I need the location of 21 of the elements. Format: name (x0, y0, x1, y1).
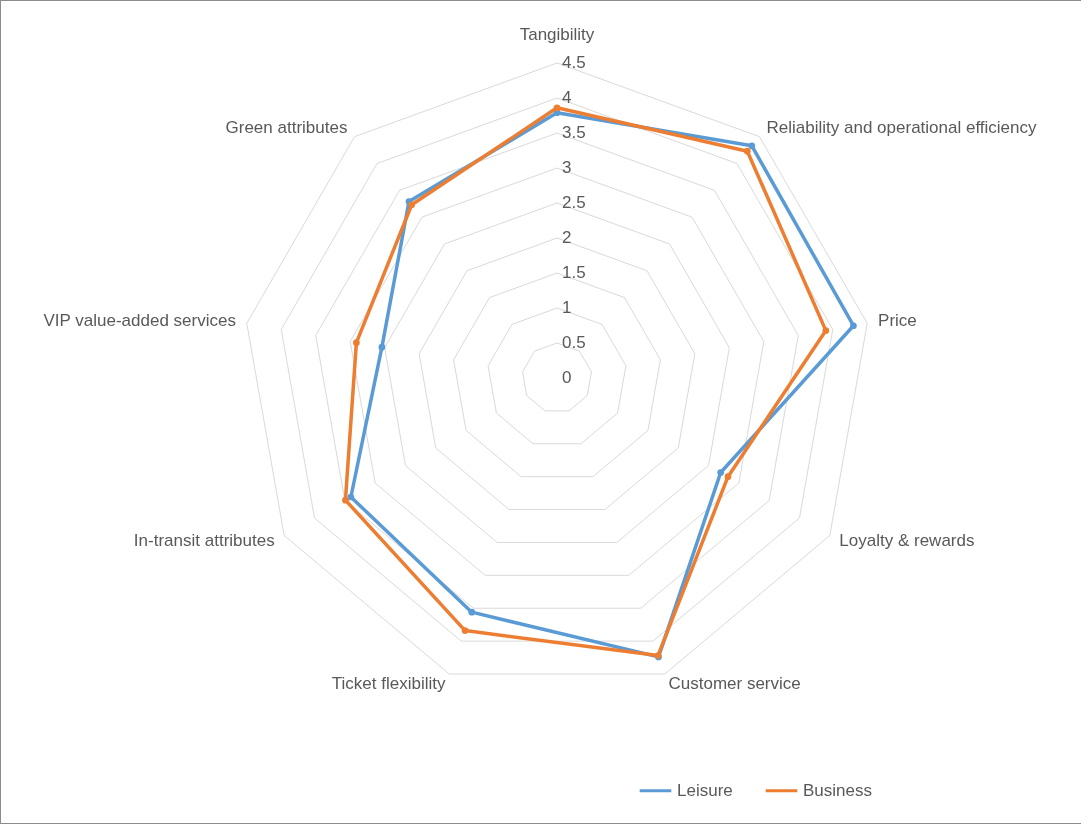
y-tick-label: 2 (562, 228, 572, 247)
spoke-label: VIP value-added services (43, 311, 236, 331)
y-tick-label: 0 (562, 368, 572, 387)
y-tick-label: 4 (562, 88, 572, 107)
y-tick-label: 0.5 (562, 333, 586, 352)
spoke-label: Price (878, 311, 917, 331)
spoke-label: Reliability and operational efficiency (766, 118, 1038, 138)
legend-label: Business (803, 780, 872, 800)
y-tick-label: 1.5 (562, 263, 586, 282)
spoke-label: Customer service (668, 674, 801, 694)
spoke-label: Ticket flexibility (331, 674, 446, 694)
y-tick-label: 3 (562, 158, 572, 177)
spoke-label: In-transit attributes (133, 531, 275, 551)
spoke-label: Green attributes (225, 118, 348, 138)
spoke-label: Tangibility (519, 24, 595, 44)
legend-label: Leisure (677, 780, 733, 800)
y-tick-label: 2.5 (562, 193, 586, 212)
spoke-label: Loyalty & rewards (839, 531, 975, 551)
y-tick-label: 3.5 (562, 123, 586, 142)
y-tick-label: 1 (562, 298, 572, 317)
y-tick-label: 4.5 (562, 53, 586, 72)
